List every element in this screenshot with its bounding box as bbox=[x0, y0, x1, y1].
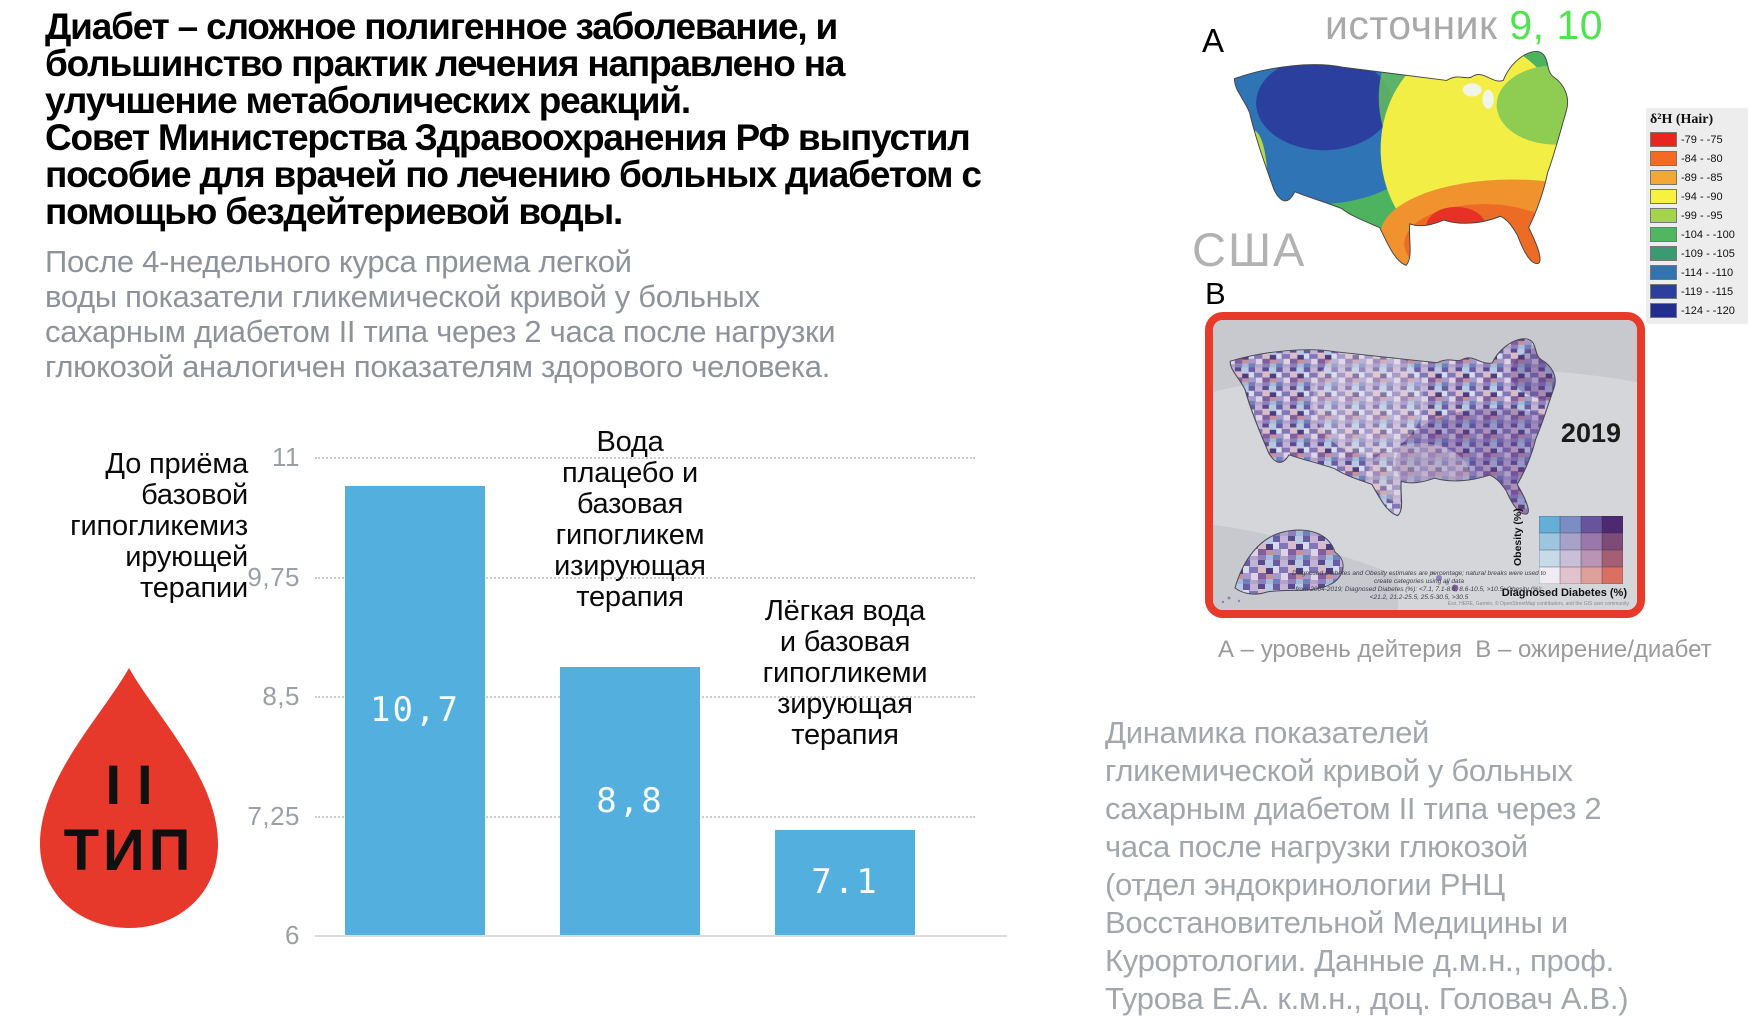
map-a-legend-row: -119 - -115 bbox=[1650, 284, 1748, 299]
legend-range-label: -79 - -75 bbox=[1681, 133, 1723, 146]
bar-value-label: 10,7 bbox=[370, 690, 460, 731]
hawaii-shape bbox=[1431, 571, 1459, 592]
chart-category-label-3: Лёгкая вода и базовая гипогликеми зирующ… bbox=[762, 595, 928, 751]
drop-shape-icon bbox=[40, 668, 218, 928]
bar-2: 8,8 bbox=[560, 667, 700, 935]
bivariate-grid bbox=[1539, 516, 1625, 584]
map-a-legend-title: δ²H (Hair) bbox=[1650, 112, 1714, 127]
chart-category-label-1: До приёма базовой гипогликемиз ирующей т… bbox=[70, 448, 248, 604]
bivariate-cell bbox=[1602, 533, 1623, 550]
bivariate-cell bbox=[1560, 567, 1581, 584]
source-label: источник bbox=[1325, 2, 1510, 48]
bivariate-cell bbox=[1602, 516, 1623, 533]
legend-range-label: -114 - -110 bbox=[1681, 266, 1734, 279]
bar-3: 7.1 bbox=[775, 829, 915, 935]
bivariate-cell bbox=[1581, 533, 1602, 550]
bivariate-cell bbox=[1539, 550, 1560, 567]
legend-color-swatch bbox=[1650, 151, 1677, 166]
map-a-legend-row: -79 - -75 bbox=[1650, 132, 1748, 147]
legend-color-swatch bbox=[1650, 265, 1677, 280]
legend-range-label: -84 - -80 bbox=[1681, 152, 1723, 165]
map-a-label: A bbox=[1202, 22, 1225, 59]
legend-range-label: -99 - -95 bbox=[1681, 209, 1723, 222]
map-a-legend: δ²H (Hair) -79 - -75 -84 - -80 -89 - -85 -9… bbox=[1646, 108, 1748, 324]
bivariate-cell bbox=[1560, 550, 1581, 567]
y-axis-tick-label: 7,25 bbox=[247, 800, 300, 831]
legend-range-label: -124 - -120 bbox=[1681, 304, 1735, 317]
bivariate-cell bbox=[1539, 533, 1560, 550]
legend-color-swatch bbox=[1650, 227, 1677, 242]
bivariate-cell bbox=[1581, 516, 1602, 533]
map-b-year: 2019 bbox=[1560, 418, 1621, 448]
y-axis-tick-label: 11 bbox=[272, 442, 300, 472]
y-axis-tick-label: 9,75 bbox=[247, 561, 300, 592]
bivariate-cell bbox=[1602, 550, 1623, 567]
map-a-deuterium-isoscape bbox=[1225, 38, 1640, 270]
legend-color-swatch bbox=[1650, 208, 1677, 223]
legend-color-swatch bbox=[1650, 303, 1677, 318]
legend-range-label: -119 - -115 bbox=[1681, 285, 1734, 298]
legend-color-swatch bbox=[1650, 284, 1677, 299]
legend-color-swatch bbox=[1650, 170, 1677, 185]
legend-range-label: -104 - -100 bbox=[1681, 228, 1735, 241]
bivariate-cell bbox=[1560, 533, 1581, 550]
maps-caption: А – уровень дейтерия В – ожирение/диабет bbox=[1218, 636, 1712, 663]
usa-isoscape-map-image bbox=[1233, 51, 1569, 266]
map-b-fine-print: Diagnosed Diabetes and Obesity estimates… bbox=[1291, 570, 1546, 601]
diabetes-axis-label: Diagnosed Diabetes (%) bbox=[1501, 587, 1627, 599]
type-roman-numeral: II bbox=[105, 753, 169, 816]
obesity-axis-label: Obesity (%) bbox=[1512, 508, 1524, 566]
chart-category-label-2: Вода плацебо и базовая гипогликем изирую… bbox=[554, 426, 706, 613]
bivariate-cell bbox=[1581, 567, 1602, 584]
legend-color-swatch bbox=[1650, 132, 1677, 147]
blood-drop-icon: II ТИП bbox=[22, 666, 236, 932]
study-note: Динамика показателей гликемической криво… bbox=[1105, 715, 1629, 1016]
legend-range-label: -89 - -85 bbox=[1681, 171, 1723, 184]
map-b-label: B bbox=[1205, 276, 1226, 311]
map-a-legend-row: -94 - -90 bbox=[1650, 189, 1748, 204]
source-numbers: 9, 10 bbox=[1509, 2, 1604, 48]
legend-color-swatch bbox=[1650, 189, 1677, 204]
map-b-attribution: Esri, HERE, Garmin, © OpenStreetMap cont… bbox=[1447, 601, 1629, 607]
map-a-legend-row: -124 - -120 bbox=[1650, 303, 1748, 318]
bar-value-label: 8,8 bbox=[596, 781, 664, 822]
bivariate-cell bbox=[1539, 567, 1560, 584]
headline: Диабет – сложное полигенное заболевание,… bbox=[45, 6, 982, 232]
y-axis-tick-label: 6 bbox=[285, 920, 300, 950]
type-word: ТИП bbox=[63, 818, 195, 883]
map-a-legend-row: -89 - -85 bbox=[1650, 170, 1748, 185]
map-a-legend-row: -99 - -95 bbox=[1650, 208, 1748, 223]
bar-1: 10,7 bbox=[345, 485, 485, 935]
diabetes-type-label: II ТИП bbox=[22, 752, 236, 884]
bivariate-cell bbox=[1539, 516, 1560, 533]
map-a-legend-rows: -79 - -75 -84 - -80 -89 - -85 -94 - -90 -99 … bbox=[1650, 132, 1748, 318]
alaska-shape bbox=[1221, 529, 1344, 604]
chart-gridline bbox=[315, 576, 975, 579]
intro-paragraph: После 4-недельного курса приема легкой в… bbox=[45, 244, 836, 384]
usa-label: США bbox=[1192, 223, 1307, 276]
glycemic-bar-chart-plot: 11 9,75 8,5 7,25 6 10,7 8,8 7.1 bbox=[247, 442, 1007, 950]
map-a-legend-row: -114 - -110 bbox=[1650, 265, 1748, 280]
map-a-legend-row: -104 - -100 bbox=[1650, 227, 1748, 242]
map-b-bivariate-legend: Obesity (%) Diagnosed Diabetes (%) bbox=[1502, 508, 1627, 599]
legend-range-label: -94 - -90 bbox=[1681, 190, 1723, 203]
bivariate-cell bbox=[1602, 567, 1623, 584]
chart-gridline bbox=[315, 935, 1007, 937]
y-axis-tick-label: 8,5 bbox=[262, 681, 300, 711]
bivariate-cell bbox=[1560, 516, 1581, 533]
source-reference: источник 9, 10 bbox=[1325, 2, 1603, 49]
bivariate-cell bbox=[1581, 550, 1602, 567]
legend-range-label: -109 - -105 bbox=[1681, 247, 1735, 260]
map-a-legend-row: -84 - -80 bbox=[1650, 151, 1748, 166]
map-a-legend-row: -109 - -105 bbox=[1650, 246, 1748, 261]
legend-color-swatch bbox=[1650, 246, 1677, 261]
bar-value-label: 7.1 bbox=[811, 862, 879, 903]
map-b-obesity-diabetes-map: 2019 Obesity (%) Diagnosed Diabetes (%) … bbox=[1205, 312, 1645, 618]
chart-gridline bbox=[315, 457, 975, 459]
